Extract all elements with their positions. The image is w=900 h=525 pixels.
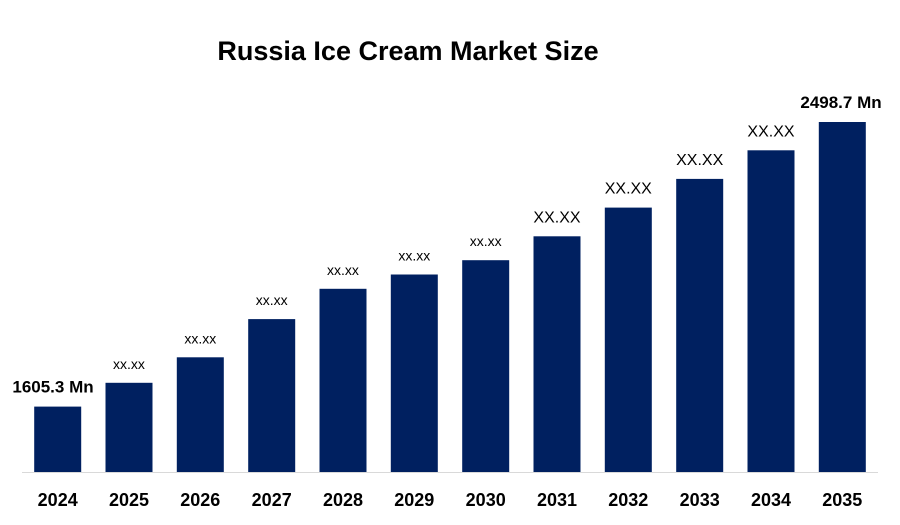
data-label-2033: XX.XX (676, 152, 723, 169)
x-tick-2026: 2026 (180, 490, 220, 510)
x-tick-2030: 2030 (466, 490, 506, 510)
data-label-2034: XX.XX (747, 123, 794, 140)
x-tick-2035: 2035 (822, 490, 862, 510)
bar-2030 (462, 260, 510, 472)
data-labels-layer: 1605.3 Mn xx.xx xx.xx xx.xx xx.xx xx.xx xx.xx X… (12, 93, 881, 397)
data-label-2028: xx.xx (327, 262, 359, 278)
x-tick-2027: 2027 (252, 490, 292, 510)
data-label-2026: xx.xx (184, 330, 216, 346)
bar-2029 (390, 274, 438, 472)
bar-2027 (248, 319, 296, 472)
x-tick-2032: 2032 (608, 490, 648, 510)
bar-2032 (604, 207, 652, 472)
bar-2033 (676, 178, 724, 472)
bar-2035 (818, 122, 866, 472)
data-label-2027: xx.xx (256, 292, 288, 308)
x-tick-2034: 2034 (751, 490, 791, 510)
data-label-2035: 2498.7 Mn (800, 93, 881, 112)
data-label-2032: XX.XX (605, 181, 652, 198)
bar-2028 (319, 288, 367, 472)
x-tick-labels-layer: 2024 2025 2026 2027 2028 2029 2030 2031 2032 2033… (38, 490, 863, 510)
x-tick-2028: 2028 (323, 490, 363, 510)
data-label-2030: xx.xx (470, 233, 502, 249)
x-tick-2029: 2029 (394, 490, 434, 510)
x-tick-2031: 2031 (537, 490, 577, 510)
x-tick-2024: 2024 (38, 490, 78, 510)
bar-2031 (533, 236, 581, 472)
data-label-2024: 1605.3 Mn (12, 378, 93, 397)
x-tick-2025: 2025 (109, 490, 149, 510)
bar-2025 (105, 382, 153, 472)
bars-layer (34, 122, 866, 473)
bar-2034 (747, 150, 795, 473)
chart-title: Russia Ice Cream Market Size (217, 36, 599, 66)
x-tick-2033: 2033 (680, 490, 720, 510)
data-label-2025: xx.xx (113, 356, 145, 372)
data-label-2031: XX.XX (533, 209, 580, 226)
bar-2024 (34, 406, 82, 472)
data-label-2029: xx.xx (398, 248, 430, 264)
bar-2026 (176, 357, 224, 472)
